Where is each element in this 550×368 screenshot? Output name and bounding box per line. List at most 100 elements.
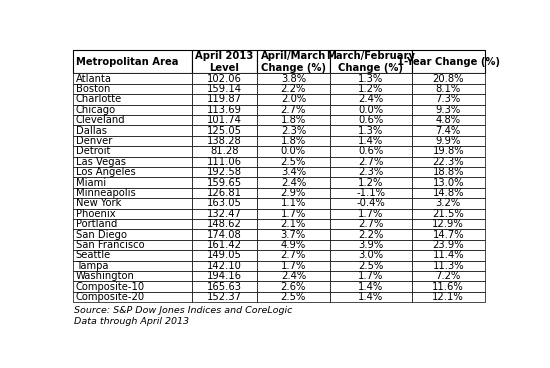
Text: 19.8%: 19.8% [432,146,464,156]
Text: 4.9%: 4.9% [280,240,306,250]
Bar [330,74,411,84]
Bar [411,292,485,302]
Bar [411,94,485,105]
Bar [411,229,485,240]
Text: Charlotte: Charlotte [76,95,122,105]
Bar [330,229,411,240]
Bar [411,250,485,261]
Text: 0.6%: 0.6% [358,115,383,125]
Bar [73,105,192,115]
Bar [411,146,485,156]
Bar [257,115,330,125]
Bar [257,219,330,229]
Text: 1.2%: 1.2% [358,84,383,94]
Bar [330,281,411,292]
Bar [330,188,411,198]
Bar [330,209,411,219]
Bar [257,250,330,261]
Bar [257,94,330,105]
Text: 161.42: 161.42 [207,240,242,250]
Text: 1.7%: 1.7% [280,209,306,219]
Text: 20.8%: 20.8% [432,74,464,84]
Text: 2.5%: 2.5% [280,292,306,302]
Text: 0.0%: 0.0% [358,105,383,115]
Bar [257,229,330,240]
Text: Chicago: Chicago [76,105,116,115]
Text: 11.4%: 11.4% [432,250,464,260]
Bar [192,219,257,229]
Text: Miami: Miami [76,178,106,188]
Bar [73,229,192,240]
Bar [192,271,257,281]
Bar [330,105,411,115]
Text: 2.7%: 2.7% [280,105,306,115]
Bar [192,84,257,94]
Text: Tampa: Tampa [76,261,108,271]
Bar [257,177,330,188]
Bar [330,125,411,136]
Text: 2.7%: 2.7% [280,250,306,260]
Bar [73,292,192,302]
Bar [330,240,411,250]
Text: 7.4%: 7.4% [436,125,461,135]
Bar [411,198,485,209]
Text: 125.05: 125.05 [207,125,242,135]
Bar [192,229,257,240]
Bar [257,188,330,198]
Bar [192,177,257,188]
Text: Metropolitan Area: Metropolitan Area [76,57,178,67]
Text: 7.3%: 7.3% [436,95,461,105]
Bar [192,209,257,219]
Bar [192,250,257,261]
Text: 3.0%: 3.0% [358,250,383,260]
Bar [73,250,192,261]
Text: 2.3%: 2.3% [280,125,306,135]
Text: 3.7%: 3.7% [280,230,306,240]
Bar [411,74,485,84]
Text: 21.5%: 21.5% [432,209,464,219]
Bar [73,136,192,146]
Text: 18.8%: 18.8% [432,167,464,177]
Bar [73,115,192,125]
Bar [257,105,330,115]
Text: March/February
Change (%): March/February Change (%) [326,51,415,72]
Text: April 2013
Level: April 2013 Level [195,51,254,72]
Bar [73,271,192,281]
Text: 2.5%: 2.5% [358,261,383,271]
Text: 159.14: 159.14 [207,84,242,94]
Bar [73,50,192,74]
Bar [192,115,257,125]
Bar [330,146,411,156]
Bar [73,84,192,94]
Text: 174.08: 174.08 [207,230,241,240]
Text: 11.3%: 11.3% [432,261,464,271]
Bar [192,167,257,177]
Bar [73,177,192,188]
Text: 0.0%: 0.0% [281,146,306,156]
Text: Dallas: Dallas [76,125,107,135]
Bar [330,156,411,167]
Bar [73,240,192,250]
Text: 194.16: 194.16 [207,271,242,281]
Text: 2.3%: 2.3% [358,167,383,177]
Text: 2.4%: 2.4% [358,95,383,105]
Text: 14.8%: 14.8% [432,188,464,198]
Bar [73,281,192,292]
Bar [192,105,257,115]
Bar [257,84,330,94]
Bar [73,94,192,105]
Bar [192,136,257,146]
Bar [411,125,485,136]
Bar [330,50,411,74]
Bar [257,209,330,219]
Text: 13.0%: 13.0% [432,178,464,188]
Text: 1.3%: 1.3% [358,74,383,84]
Text: Cleveland: Cleveland [76,115,125,125]
Bar [411,50,485,74]
Text: Los Angeles: Los Angeles [76,167,135,177]
Bar [411,105,485,115]
Bar [192,146,257,156]
Bar [411,281,485,292]
Text: 23.9%: 23.9% [432,240,464,250]
Text: 2.4%: 2.4% [280,271,306,281]
